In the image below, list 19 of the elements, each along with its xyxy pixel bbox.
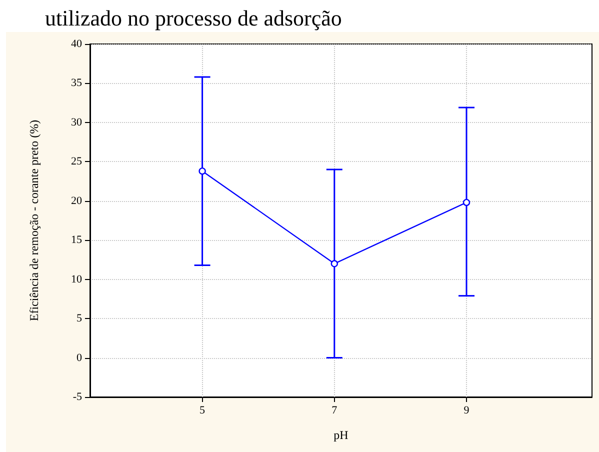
y-tick-label: 10 [71, 273, 82, 286]
y-tick-label: 25 [71, 156, 82, 168]
point [330, 260, 338, 268]
y-tick-label: -5 [72, 391, 82, 403]
point [462, 198, 470, 206]
y-tick-label: 30 [71, 116, 82, 128]
y-tick-label: 15 [71, 234, 82, 246]
x-axis-title: pH [334, 428, 349, 442]
x-tick-label: 9 [464, 404, 470, 416]
x-tick-label: 5 [200, 404, 206, 416]
y-tick-label: 0 [76, 352, 82, 364]
chart-title: utilizado no processo de adsorção [45, 6, 342, 30]
y-axis-title: Eficiência de remoção - corante preto (%) [27, 120, 41, 322]
y-tick-label: 40 [71, 38, 82, 50]
point [198, 167, 206, 175]
y-tick-label: 20 [71, 194, 82, 207]
y-tick-label: 5 [76, 312, 82, 325]
x-tick-label: 7 [332, 404, 338, 416]
y-tick-label: 35 [71, 77, 82, 90]
